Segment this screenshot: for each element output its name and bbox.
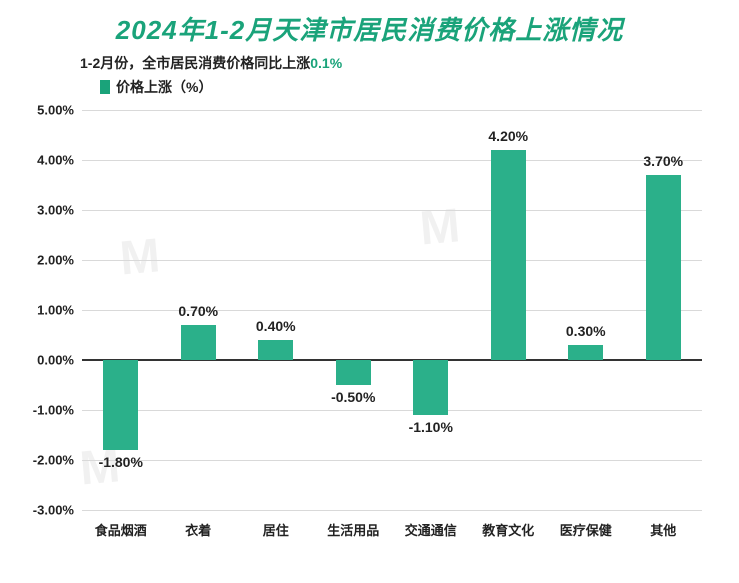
bar-value-label: -1.10%: [392, 419, 470, 435]
legend: 价格上涨（%）: [100, 77, 719, 97]
bar-value-label: 4.20%: [470, 128, 548, 144]
grid-line: [82, 410, 702, 411]
y-tick-label: 2.00%: [37, 253, 74, 268]
bar: [258, 340, 293, 360]
bar: [568, 345, 603, 360]
bar: [336, 360, 371, 385]
bar-value-label: -0.50%: [315, 389, 393, 405]
zero-line: [82, 359, 702, 361]
bar-value-label: 0.30%: [547, 323, 625, 339]
bar-value-label: 0.70%: [160, 303, 238, 319]
bar: [103, 360, 138, 450]
legend-swatch: [100, 80, 110, 94]
grid-line: [82, 210, 702, 211]
y-tick-label: -3.00%: [33, 503, 74, 518]
y-tick-label: 1.00%: [37, 303, 74, 318]
bar: [413, 360, 448, 415]
x-tick-label: 食品烟酒: [95, 520, 147, 539]
y-tick-label: 4.00%: [37, 153, 74, 168]
bar: [646, 175, 681, 360]
grid-line: [82, 160, 702, 161]
chart-container: 2024年1-2月天津市居民消费价格上涨情况 1-2月份，全市居民消费价格同比上…: [0, 0, 739, 583]
grid-line: [82, 460, 702, 461]
y-tick-label: -2.00%: [33, 453, 74, 468]
bar-value-label: -1.80%: [82, 454, 160, 470]
x-tick-label: 其他: [650, 520, 676, 539]
y-tick-label: 0.00%: [37, 353, 74, 368]
y-tick-label: 3.00%: [37, 203, 74, 218]
plot-area: -3.00%-2.00%-1.00%0.00%1.00%2.00%3.00%4.…: [82, 110, 702, 510]
subtitle-prefix: 1-2月份，全市居民消费价格同比上涨: [80, 55, 310, 71]
bar: [491, 150, 526, 360]
chart-title: 2024年1-2月天津市居民消费价格上涨情况: [20, 10, 719, 47]
bar-value-label: 0.40%: [237, 318, 315, 334]
x-tick-label: 医疗保健: [560, 520, 612, 539]
chart-subtitle: 1-2月份，全市居民消费价格同比上涨0.1%: [80, 53, 719, 73]
grid-line: [82, 510, 702, 511]
x-tick-label: 教育文化: [482, 520, 534, 539]
y-tick-label: -1.00%: [33, 403, 74, 418]
x-tick-label: 生活用品: [327, 520, 379, 539]
subtitle-highlight: 0.1%: [310, 55, 342, 71]
legend-label: 价格上涨（%）: [116, 77, 212, 97]
x-tick-label: 居住: [263, 520, 289, 539]
x-tick-label: 交通通信: [405, 520, 457, 539]
grid-line: [82, 110, 702, 111]
y-tick-label: 5.00%: [37, 103, 74, 118]
bar-value-label: 3.70%: [625, 153, 703, 169]
bar: [181, 325, 216, 360]
x-tick-label: 衣着: [185, 520, 211, 539]
grid-line: [82, 260, 702, 261]
